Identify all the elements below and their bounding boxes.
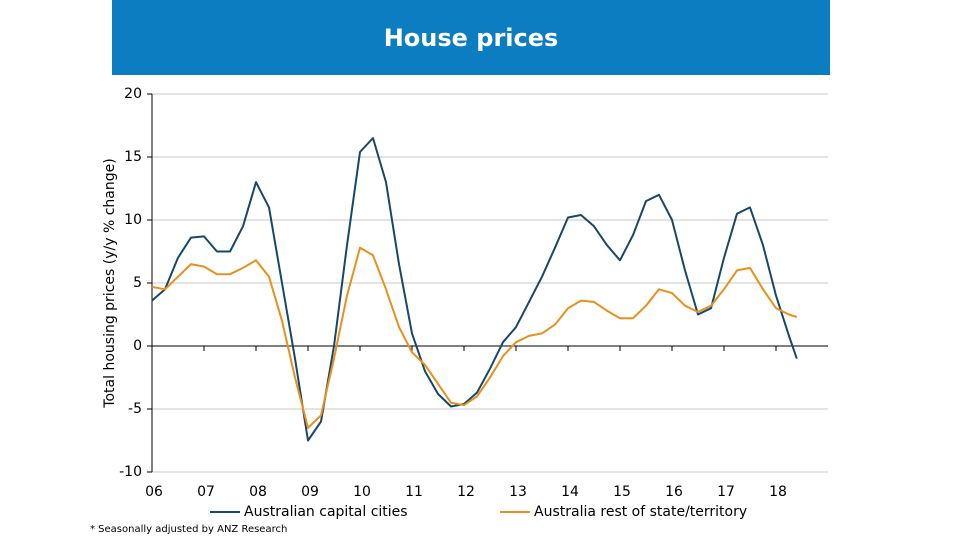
x-tick-label: 16 xyxy=(665,484,683,500)
series-line xyxy=(151,246,798,429)
x-tick-label: 10 xyxy=(353,484,371,500)
footnote: * Seasonally adjusted by ANZ Research xyxy=(90,524,287,535)
legend-label: Australia rest of state/territory xyxy=(534,504,747,520)
x-tick-label: 06 xyxy=(145,484,163,500)
y-axis-label: Total housing prices (y/y % change) xyxy=(102,158,118,408)
x-tick-label: 11 xyxy=(405,484,423,500)
x-tick-label: 14 xyxy=(561,484,579,500)
x-tick-label: 17 xyxy=(717,484,735,500)
y-tick-label: -10 xyxy=(119,464,142,480)
x-tick-label: 07 xyxy=(197,484,215,500)
header-bar xyxy=(112,0,830,75)
y-tick-label: 20 xyxy=(124,86,142,102)
x-tick-label: 08 xyxy=(249,484,267,500)
x-tick-label: 15 xyxy=(613,484,631,500)
x-tick-label: 12 xyxy=(457,484,475,500)
chart-title: House prices xyxy=(384,24,559,52)
x-tick-label: 18 xyxy=(769,484,787,500)
y-tick-label: -5 xyxy=(128,401,142,417)
x-tick-label: 13 xyxy=(509,484,527,500)
y-tick-label: 0 xyxy=(133,338,142,354)
y-tick-label: 15 xyxy=(124,149,142,165)
y-tick-label: 10 xyxy=(124,212,142,228)
x-tick-label: 09 xyxy=(301,484,319,500)
y-tick-label: 5 xyxy=(133,275,142,291)
legend-label: Australian capital cities xyxy=(244,504,408,520)
series-line xyxy=(151,137,798,442)
